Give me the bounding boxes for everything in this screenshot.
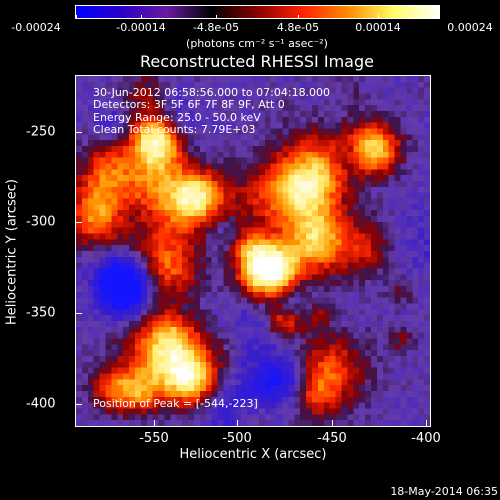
detectors-label: Detectors: 3F 5F 6F 7F 8F 9F, Att 0 xyxy=(93,98,285,111)
y-tick-label: -400 xyxy=(26,396,56,412)
colorbar-tick-label: 0.00024 xyxy=(447,21,493,34)
image-plot xyxy=(75,75,431,427)
x-tick-label: -450 xyxy=(317,431,347,446)
y-tick-mark xyxy=(76,313,82,314)
heat-map xyxy=(76,76,430,426)
colorbar-tick-label: 4.8e-05 xyxy=(276,21,320,34)
colorbar-tick-mark xyxy=(216,15,217,19)
colorbar-tick-label: 0.00014 xyxy=(355,21,401,34)
peak-position-label: Position of Peak = [-544,-223] xyxy=(93,397,258,410)
y-tick-label: -350 xyxy=(26,305,56,321)
y-tick-label: -250 xyxy=(26,124,56,140)
clean-counts-label: Clean Total counts: 7.79E+03 xyxy=(93,123,256,136)
timestamp-footer: 18-May-2014 06:35 xyxy=(390,485,498,498)
x-tick-label: -500 xyxy=(222,431,252,446)
time-range-label: 30-Jun-2012 06:58:56.000 to 07:04:18.000 xyxy=(93,86,331,99)
colorbar xyxy=(75,5,440,19)
y-tick-mark xyxy=(76,132,82,133)
x-tick-mark xyxy=(237,420,238,426)
x-tick-label: -550 xyxy=(139,431,169,446)
x-tick-mark xyxy=(154,420,155,426)
colorbar-tick-mark xyxy=(298,15,299,19)
y-tick-label: -300 xyxy=(26,214,56,230)
x-tick-mark xyxy=(332,420,333,426)
x-axis-label: Heliocentric X (arcsec) xyxy=(179,447,327,462)
colorbar-tick-mark xyxy=(76,15,77,19)
image-title: Reconstructed RHESSI Image xyxy=(140,52,374,71)
energy-range-label: Energy Range: 25.0 - 50.0 keV xyxy=(93,111,261,124)
colorbar-tick-mark xyxy=(438,15,439,19)
y-tick-mark xyxy=(76,222,82,223)
y-axis-label: Heliocentric Y (arcsec) xyxy=(4,179,20,325)
colorbar-tick-mark xyxy=(141,15,142,19)
x-tick-mark xyxy=(426,420,427,426)
y-tick-mark xyxy=(76,404,82,405)
x-tick-label: -400 xyxy=(411,431,441,446)
colorbar-units: (photons cm⁻² s⁻¹ asec⁻²) xyxy=(186,37,328,50)
colorbar-tick-label: -0.00014 xyxy=(116,21,166,34)
colorbar-tick-label: -0.00024 xyxy=(11,21,61,34)
colorbar-tick-mark xyxy=(378,15,379,19)
colorbar-tick-label: -4.8e-05 xyxy=(192,21,240,34)
